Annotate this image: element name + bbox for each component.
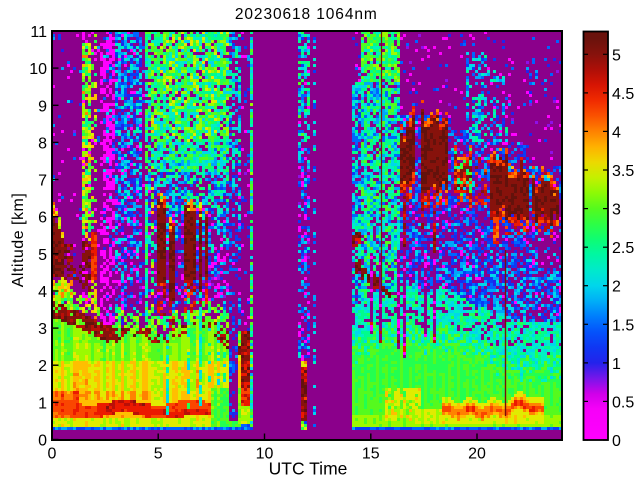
svg-text:0: 0	[612, 433, 621, 450]
svg-text:5: 5	[38, 247, 47, 264]
svg-text:2: 2	[612, 279, 621, 296]
svg-text:UTC Time: UTC Time	[269, 459, 348, 479]
svg-text:7: 7	[38, 173, 47, 190]
svg-text:2.5: 2.5	[612, 240, 634, 257]
svg-text:4: 4	[612, 124, 621, 141]
svg-text:3.5: 3.5	[612, 163, 634, 180]
svg-text:Altitude [km]: Altitude [km]	[10, 193, 27, 288]
svg-text:9: 9	[38, 98, 47, 115]
svg-text:4.5: 4.5	[612, 86, 634, 103]
svg-text:20: 20	[468, 446, 486, 463]
svg-text:0: 0	[48, 446, 57, 463]
svg-text:4: 4	[38, 284, 47, 301]
svg-text:1.5: 1.5	[612, 317, 634, 334]
svg-text:0: 0	[38, 433, 47, 450]
svg-text:1: 1	[38, 395, 47, 412]
svg-text:5: 5	[154, 446, 163, 463]
svg-text:0.5: 0.5	[612, 394, 634, 411]
svg-text:20230618 1064nm: 20230618 1064nm	[235, 6, 378, 23]
svg-text:1: 1	[612, 356, 621, 373]
svg-text:10: 10	[29, 61, 47, 78]
svg-text:6: 6	[38, 210, 47, 227]
svg-text:15: 15	[362, 446, 380, 463]
svg-text:5: 5	[612, 47, 621, 64]
svg-text:3: 3	[38, 321, 47, 338]
svg-text:11: 11	[30, 24, 47, 41]
svg-text:3: 3	[612, 202, 621, 219]
svg-text:10: 10	[256, 446, 274, 463]
svg-text:2: 2	[38, 358, 47, 375]
svg-text:8: 8	[38, 135, 47, 152]
